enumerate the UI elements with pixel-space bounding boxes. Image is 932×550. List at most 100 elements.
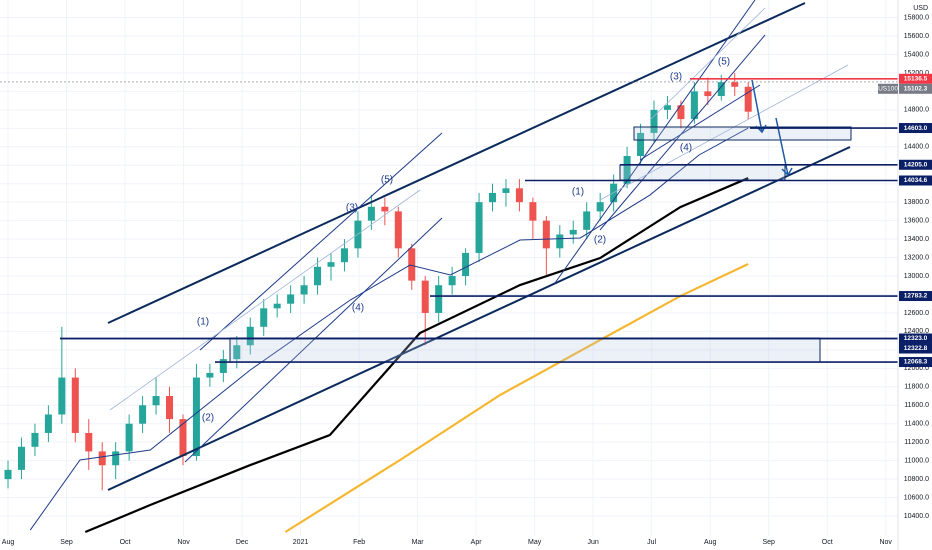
candle-body — [44, 414, 52, 433]
x-tick-label: Dec — [236, 539, 249, 546]
trend-line — [599, 64, 849, 201]
wave-label: (1) — [197, 317, 209, 328]
y-tick-label: 15200.0 — [904, 70, 929, 77]
x-tick-label: Mar — [412, 539, 425, 546]
y-tick-label: 15600.0 — [904, 33, 929, 40]
candle-body — [583, 211, 591, 230]
candle-body — [233, 345, 241, 360]
wave-label: (1) — [572, 187, 584, 198]
candle-body — [381, 206, 389, 212]
candle-body — [475, 202, 483, 253]
x-tick-label: May — [528, 539, 542, 546]
x-tick-label: Nov — [177, 539, 190, 546]
level-tag — [899, 73, 932, 84]
level-tag — [899, 159, 932, 170]
x-tick-label: Apr — [471, 539, 483, 546]
x-tick-label: Jun — [587, 539, 598, 546]
candle-body — [152, 396, 160, 406]
candle-body — [623, 156, 631, 184]
candle-body — [650, 109, 658, 133]
candle-body — [394, 211, 402, 249]
candle-body — [327, 262, 335, 267]
level-tag — [899, 343, 932, 354]
candle-body — [488, 192, 497, 203]
candle-body — [448, 276, 456, 286]
candle-body — [287, 294, 295, 304]
y-tick-label: 10800.0 — [904, 476, 929, 483]
candle-body — [731, 82, 739, 87]
x-tick-label: Oct — [120, 539, 131, 546]
level-tag — [899, 333, 932, 344]
y-tick-label: 11800.0 — [904, 384, 929, 391]
x-tick-label: Oct — [822, 539, 833, 546]
x-tick-label: Feb — [353, 539, 365, 546]
trend-line — [554, 0, 756, 284]
trend-line — [639, 84, 761, 161]
x-tick-label: Aug — [704, 539, 717, 546]
y-tick-label: 12600.0 — [904, 310, 929, 317]
candle-body — [542, 220, 550, 249]
moving-average — [284, 263, 749, 533]
candle-body — [340, 248, 348, 263]
candle-body — [462, 252, 470, 277]
plot-area — [0, 0, 898, 536]
trend-line — [199, 132, 443, 351]
candle-body — [502, 188, 510, 193]
candle-body — [85, 432, 93, 452]
candle-body — [71, 377, 79, 433]
level-label: 14205.0 — [904, 161, 928, 168]
candle-body — [515, 188, 523, 203]
candle-body — [677, 105, 685, 120]
drawings: (1) (2) (3) (4) (5) (1) (2) (3) (4) (5) — [0, 0, 898, 491]
candle-body — [367, 206, 375, 221]
y-tick-label: 14400.0 — [904, 144, 929, 151]
y-tick-label: 13000.0 — [904, 273, 929, 280]
level-label: 14603.0 — [904, 125, 928, 132]
zone — [229, 337, 821, 363]
candle-body — [192, 377, 200, 457]
level-label: 12322.8 — [904, 345, 928, 352]
candle-body — [704, 91, 712, 97]
symbol-label: US100 — [878, 86, 898, 93]
candle-body — [435, 285, 443, 313]
candle-body — [166, 396, 174, 420]
candle-body — [744, 86, 752, 112]
candle-body — [4, 469, 12, 480]
y-tick-label: 13600.0 — [904, 217, 929, 224]
candle-body — [219, 359, 227, 373]
trend-line — [649, 7, 766, 121]
y-tick-label: 13800.0 — [904, 199, 929, 206]
candle-body — [260, 308, 268, 327]
candle-body — [125, 423, 133, 452]
trend-line — [107, 146, 851, 491]
x-tick-label: Nov — [879, 539, 892, 546]
level-tag — [899, 175, 932, 186]
x-tick-label: Sep — [60, 539, 73, 546]
candle-body — [529, 202, 537, 221]
symbol-tag — [878, 83, 898, 94]
moving-average — [29, 127, 749, 531]
level-tag — [899, 83, 932, 94]
y-tick-label: 10400.0 — [904, 513, 929, 520]
y-tick-label: 12400.0 — [904, 328, 929, 335]
trend-line — [107, 2, 806, 324]
wave-label: (3) — [670, 72, 682, 83]
level-label: 12783.2 — [904, 293, 928, 300]
candle-body — [717, 82, 725, 97]
candle-body — [139, 405, 147, 424]
candle-body — [556, 234, 564, 249]
wave-label: (4) — [352, 303, 364, 314]
unit-label: USD — [913, 5, 928, 12]
candle-body — [663, 105, 671, 110]
level-label: 12068.3 — [904, 359, 928, 366]
wave-label: (4) — [680, 143, 692, 154]
level-label: 15102.3 — [904, 86, 928, 93]
candle-body — [98, 451, 106, 466]
level-tag — [899, 357, 932, 368]
y-tick-label: 12000.0 — [904, 365, 929, 372]
trend-line — [599, 34, 766, 231]
candle-body — [421, 280, 429, 313]
x-tick-label: Jul — [647, 539, 656, 546]
candle-body — [112, 451, 120, 466]
candle-body — [690, 91, 698, 120]
